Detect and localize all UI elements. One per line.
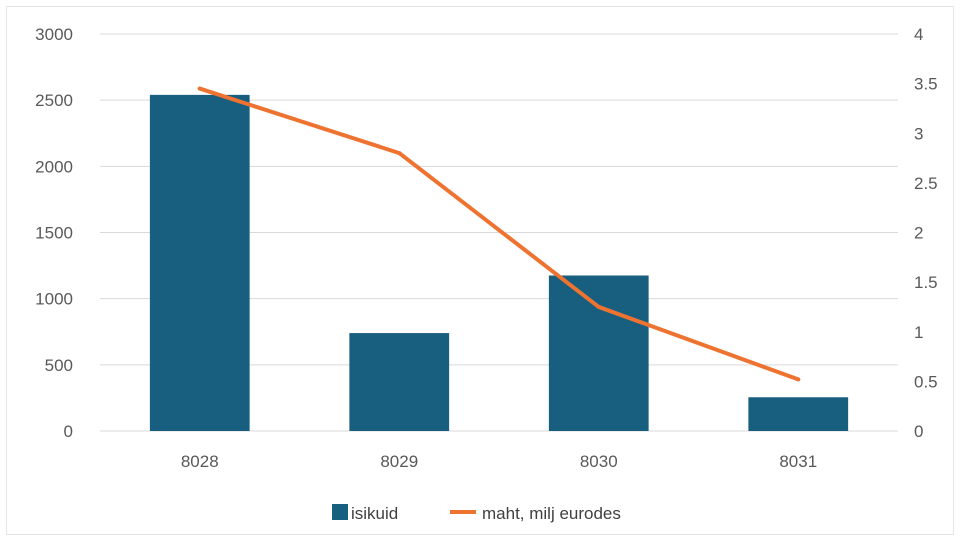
legend-swatch-isikuid xyxy=(332,504,348,520)
y-left-tick-label: 2000 xyxy=(35,157,73,176)
legend: isikuid maht, milj eurodes xyxy=(332,504,621,523)
x-tick-label: 8031 xyxy=(779,452,817,471)
line-maht xyxy=(197,86,801,382)
y-axis-left: 0 500 1000 1500 2000 2500 3000 xyxy=(35,25,73,441)
x-tick-label: 8028 xyxy=(181,452,219,471)
legend-label-maht: maht, milj eurodes xyxy=(482,504,621,523)
y-right-tick-label: 1.5 xyxy=(914,273,938,292)
x-tick-label: 8030 xyxy=(580,452,618,471)
x-tick-label: 8029 xyxy=(380,452,418,471)
y-right-tick-label: 0 xyxy=(914,422,923,441)
y-right-tick-label: 3 xyxy=(914,124,923,143)
y-left-tick-label: 3000 xyxy=(35,25,73,44)
y-left-tick-label: 2500 xyxy=(35,91,73,110)
bar-8028 xyxy=(149,94,250,431)
y-right-tick-label: 2 xyxy=(914,224,923,243)
y-right-tick-label: 2.5 xyxy=(914,174,938,193)
y-axis-right: 0 0.5 1 1.5 2 2.5 3 3.5 4 xyxy=(914,25,938,441)
x-axis: 8028 8029 8030 8031 xyxy=(181,452,817,471)
line-series xyxy=(197,86,801,382)
y-left-tick-label: 1000 xyxy=(35,290,73,309)
y-left-tick-label: 0 xyxy=(64,422,73,441)
line-point-8030 xyxy=(596,304,601,309)
legend-label-isikuid: isikuid xyxy=(351,504,398,523)
y-right-tick-label: 0.5 xyxy=(914,372,938,391)
bar-8030 xyxy=(548,275,649,431)
y-right-tick-label: 4 xyxy=(914,25,923,44)
line-point-8031 xyxy=(796,377,801,382)
y-right-tick-label: 1 xyxy=(914,323,923,342)
bar-8029 xyxy=(349,333,450,431)
bar-8031 xyxy=(748,397,849,431)
line-point-8029 xyxy=(397,151,402,156)
bar-series xyxy=(149,94,849,431)
y-left-tick-label: 1500 xyxy=(35,224,73,243)
y-right-tick-label: 3.5 xyxy=(914,75,938,94)
line-point-8028 xyxy=(197,86,202,91)
y-left-tick-label: 500 xyxy=(45,356,73,375)
